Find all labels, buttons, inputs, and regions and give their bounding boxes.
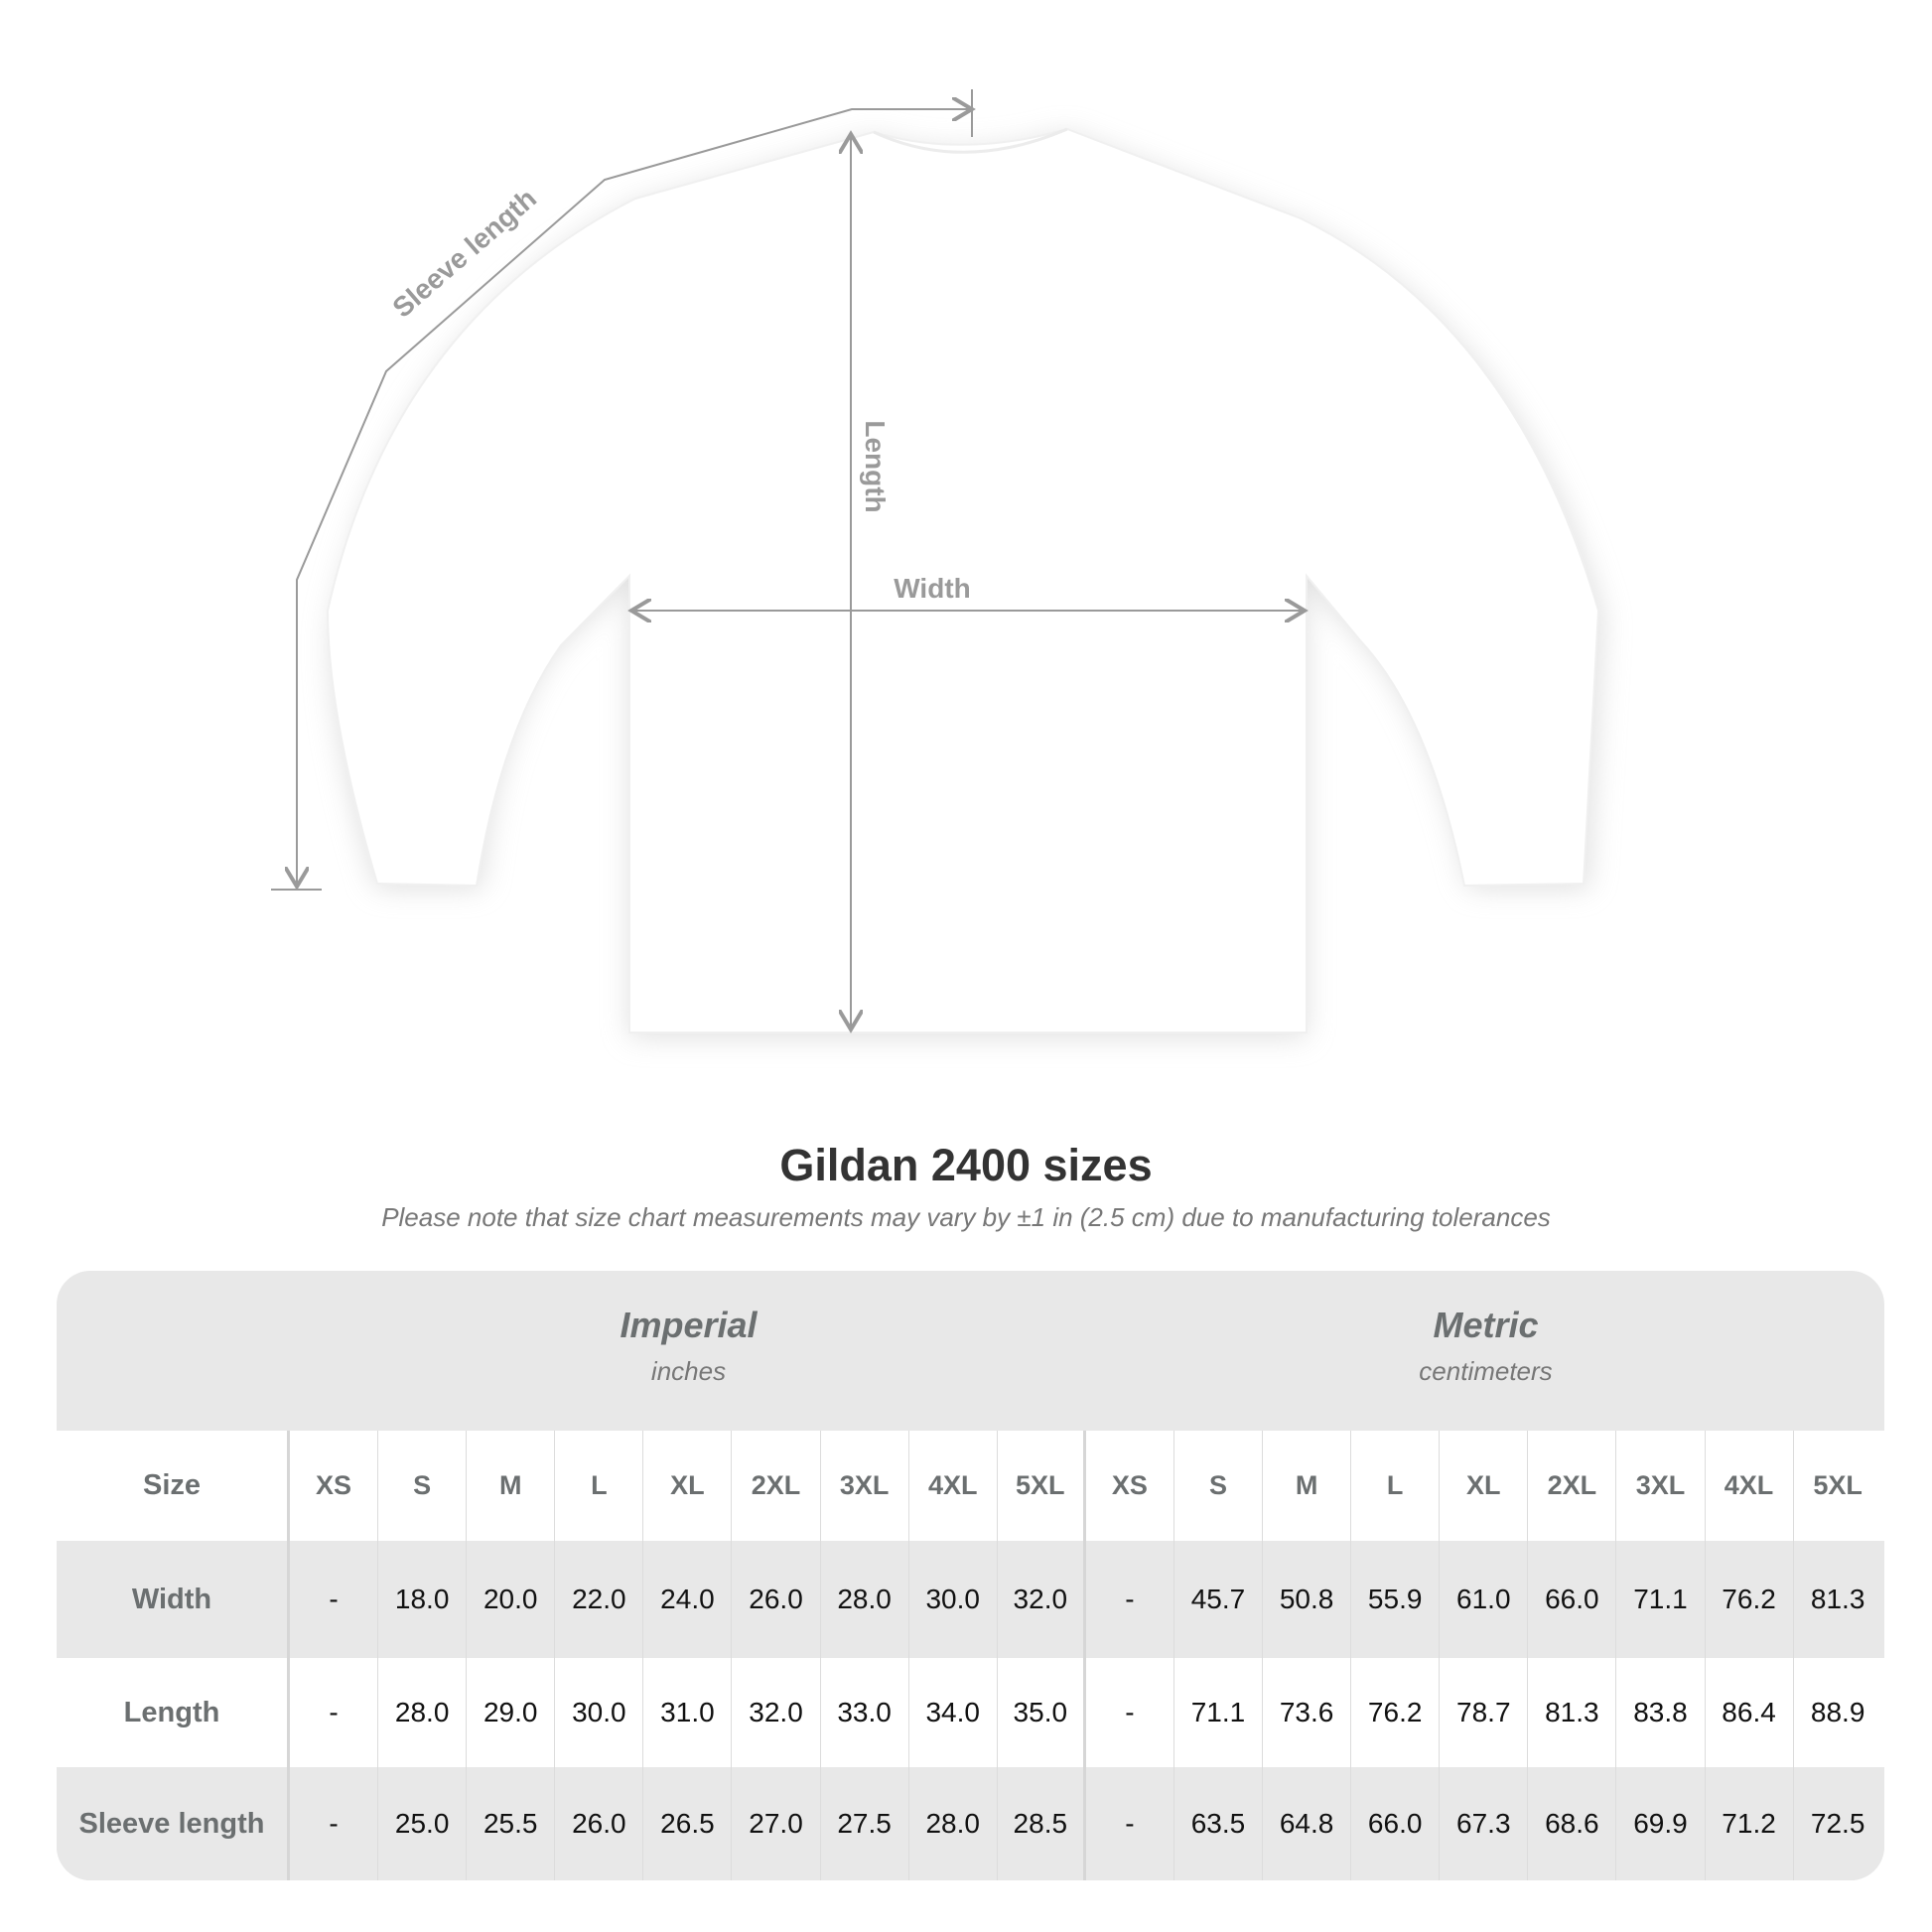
table-cell: 66.0 [1528,1541,1617,1658]
table-cell: - [1086,1541,1174,1658]
size-header-imperial-l: L [555,1431,644,1541]
size-header-label: Size [57,1431,290,1541]
table-cell: 25.5 [467,1767,556,1880]
size-header-metric-xl: XL [1440,1431,1529,1541]
table-cell: 25.0 [378,1767,468,1880]
table-cell: 28.0 [821,1541,909,1658]
table-row-sleeve-length: Sleeve length -25.0 25.5 26.0 26.5 27.0 27.5 28… [57,1767,1884,1880]
table-cell: - [290,1541,379,1658]
table-cell: 66.0 [1351,1767,1441,1880]
table-cell: 26.0 [732,1541,821,1658]
table-cell: 45.7 [1174,1541,1264,1658]
size-header-imperial-xl: XL [643,1431,733,1541]
size-header-imperial-s: S [378,1431,468,1541]
table-cell: 50.8 [1263,1541,1352,1658]
table-cell: 83.8 [1616,1658,1706,1767]
table-cell: 67.3 [1440,1767,1529,1880]
table-cell: 64.8 [1263,1767,1352,1880]
table-cell: 33.0 [821,1658,909,1767]
size-header-metric-3xl: 3XL [1616,1431,1706,1541]
size-header-imperial-3xl: 3XL [821,1431,909,1541]
size-header-metric-m: M [1263,1431,1352,1541]
size-row: Size XS S M L XL 2XL 3XL 4XL 5XL XS S M L XL 2XL 3XL 4XL 5… [57,1431,1884,1541]
table-cell: 27.0 [732,1767,821,1880]
table-cell: 81.3 [1528,1658,1617,1767]
imperial-label: Imperial [620,1305,758,1345]
table-cell: 34.0 [909,1658,998,1767]
table-cell: 86.4 [1706,1658,1794,1767]
table-row-width: Width -18.0 20.0 22.0 24.0 26.0 28.0 30.0 32.0-4… [57,1541,1884,1658]
table-cell: 76.2 [1706,1541,1794,1658]
table-cell: 28.0 [909,1767,998,1880]
table-cell: 32.0 [732,1658,821,1767]
table-cell: - [290,1767,379,1880]
table-cell: 71.1 [1616,1541,1706,1658]
size-header-metric-4xl: 4XL [1706,1431,1794,1541]
page-title: Gildan 2400 sizes [779,1140,1153,1190]
table-cell: 68.6 [1528,1767,1617,1880]
table-cell: 20.0 [467,1541,556,1658]
table-cell: - [290,1658,379,1767]
metric-unit: centimeters [1419,1356,1553,1386]
metric-label: Metric [1433,1305,1539,1345]
table-cell: 81.3 [1810,1584,1865,1614]
width-label: Width [894,573,971,604]
size-header-metric-s: S [1174,1431,1264,1541]
size-table: Imperial inches Metric centimeters Size X… [57,1271,1884,1880]
size-header-imperial-2xl: 2XL [732,1431,821,1541]
size-header-imperial-5xl: 5XL [998,1431,1086,1541]
size-header-metric-5xl: 5XL [1813,1470,1863,1500]
size-header-metric-2xl: 2XL [1528,1431,1617,1541]
size-header-metric-l: L [1351,1431,1441,1541]
table-cell: 27.5 [821,1767,909,1880]
table-cell: 18.0 [378,1541,468,1658]
table-cell: 26.0 [555,1767,644,1880]
table-cell: 69.9 [1616,1767,1706,1880]
table-cell: 30.0 [555,1658,644,1767]
table-cell: 28.5 [998,1767,1086,1880]
sleeve-length-line [271,89,972,891]
table-cell: 29.0 [467,1658,556,1767]
table-cell: 24.0 [643,1541,733,1658]
table-row-length: Length -28.0 29.0 30.0 31.0 32.0 33.0 34.0 35.0-… [57,1658,1884,1767]
table-cell: 35.0 [998,1658,1086,1767]
shirt-diagram: Sleeve length Length Width [271,89,1603,1037]
table-cell: - [1086,1658,1174,1767]
table-cell: 73.6 [1263,1658,1352,1767]
table-cell: 63.5 [1174,1767,1264,1880]
size-header-imperial-4xl: 4XL [909,1431,998,1541]
table-cell: 22.0 [555,1541,644,1658]
size-header-metric-xs: XS [1086,1431,1174,1541]
table-cell: 72.5 [1810,1808,1865,1839]
table-cell: 55.9 [1351,1541,1441,1658]
table-cell: 71.1 [1174,1658,1264,1767]
table-cell: 32.0 [998,1541,1086,1658]
table-cell: 30.0 [909,1541,998,1658]
table-cell: 88.9 [1810,1697,1865,1727]
metric-header: Metric centimeters [1087,1271,1884,1431]
table-cell: 76.2 [1351,1658,1441,1767]
imperial-header: Imperial inches [290,1271,1087,1431]
table-cell: 71.2 [1706,1767,1794,1880]
table-cell: 31.0 [643,1658,733,1767]
imperial-unit: inches [650,1356,727,1386]
row-label: Sleeve length [57,1767,290,1880]
table-cell: 28.0 [378,1658,468,1767]
table-cell: 26.5 [643,1767,733,1880]
table-cell: 61.0 [1440,1541,1529,1658]
table-cell: - [1086,1767,1174,1880]
length-label: Length [860,420,891,512]
size-header-imperial-m: M [467,1431,556,1541]
size-header-imperial-xs: XS [290,1431,379,1541]
table-cell: 78.7 [1440,1658,1529,1767]
tolerance-note: Please note that size chart measurements… [381,1202,1551,1232]
row-label: Width [57,1541,290,1658]
row-label: Length [57,1658,290,1767]
